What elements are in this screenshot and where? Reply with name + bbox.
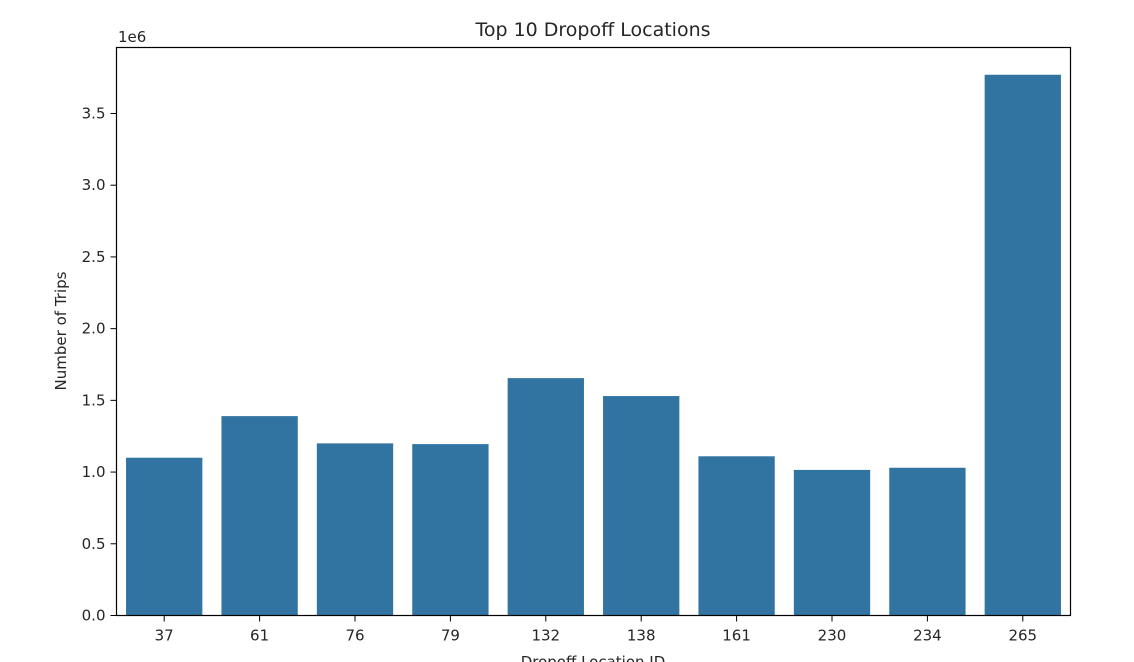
x-tick-label: 265 bbox=[1008, 627, 1037, 645]
bar-61 bbox=[221, 416, 298, 616]
bar-79 bbox=[412, 444, 489, 616]
x-tick-label: 76 bbox=[345, 627, 364, 645]
y-tick-label: 2.0 bbox=[82, 320, 106, 338]
bar-230 bbox=[793, 469, 871, 616]
x-tick-label: 230 bbox=[818, 627, 847, 645]
y-tick-label: 0.5 bbox=[82, 535, 106, 553]
y-offset-label: 1e6 bbox=[118, 28, 146, 46]
y-tick-label: 1.5 bbox=[82, 391, 106, 409]
y-tick-label: 1.0 bbox=[82, 463, 106, 481]
chart-title: Top 10 Dropoff Locations bbox=[474, 19, 710, 41]
bar-37 bbox=[126, 457, 203, 616]
x-axis-title: Dropoff Location ID bbox=[521, 653, 666, 662]
bar-132 bbox=[507, 378, 584, 616]
y-tick-label: 0.0 bbox=[82, 607, 106, 625]
bar-265 bbox=[984, 74, 1061, 616]
bar-234 bbox=[889, 467, 966, 616]
x-tick-label: 132 bbox=[531, 627, 560, 645]
y-tick-label: 3.5 bbox=[82, 104, 106, 122]
bar-138 bbox=[603, 396, 680, 616]
x-tick-label: 37 bbox=[155, 627, 174, 645]
y-tick-label: 3.0 bbox=[82, 176, 106, 194]
x-tick-label: 79 bbox=[441, 627, 460, 645]
x-axis: 37 61 76 79 132 138 161 230 234 265 bbox=[155, 615, 1037, 645]
x-tick-label: 161 bbox=[722, 627, 751, 645]
bars-group bbox=[126, 74, 1061, 616]
bar-76 bbox=[316, 443, 394, 616]
x-tick-label: 61 bbox=[250, 627, 269, 645]
y-axis-title: Number of Trips bbox=[52, 271, 70, 390]
x-tick-label: 234 bbox=[913, 627, 942, 645]
y-tick-label: 2.5 bbox=[82, 248, 106, 266]
y-axis: 0.0 0.5 1.0 1.5 2.0 2.5 3.0 3.5 bbox=[82, 104, 117, 625]
x-tick-label: 138 bbox=[627, 627, 656, 645]
bar-161 bbox=[698, 456, 775, 616]
plot-frame bbox=[115, 46, 1072, 617]
